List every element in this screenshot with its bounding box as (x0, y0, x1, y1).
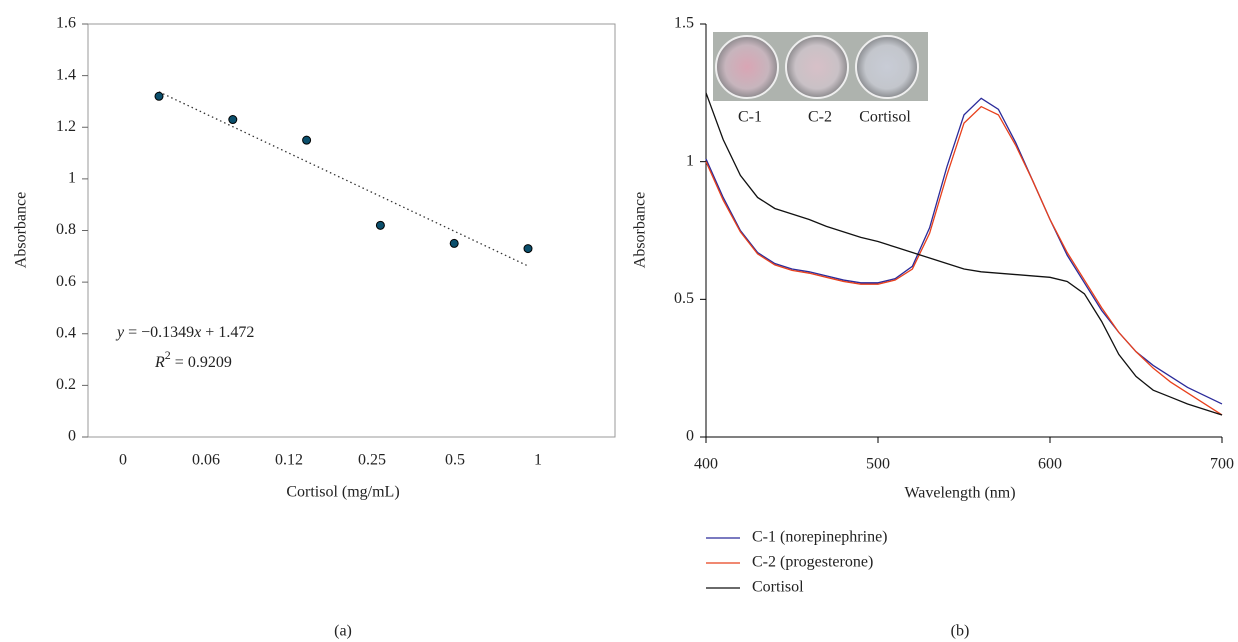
y-tick-label: 1.4 (56, 66, 76, 83)
data-point (523, 244, 533, 254)
x-tick-label: 1 (534, 452, 542, 469)
x-tick-label: 0.5 (445, 452, 465, 469)
y-tick-label: 1 (68, 170, 76, 187)
inset-label: C-2 (808, 109, 832, 126)
r-eq: = (171, 354, 188, 371)
data-point (302, 135, 312, 145)
series-line (705, 105, 1223, 416)
y-tick-label: 0 (68, 428, 76, 445)
y-tick-label: 0.6 (56, 273, 76, 290)
y-axis-title: Absorbance (632, 192, 649, 268)
r-power: 2 (165, 348, 171, 362)
data-point (154, 91, 164, 101)
x-axis-title: Cortisol (mg/mL) (286, 484, 399, 501)
x-tick-label: 0.25 (358, 452, 386, 469)
x-tick-label: 700 (1210, 456, 1234, 473)
y-tick-label: 0 (686, 428, 694, 445)
y-tick-label: 0.4 (56, 324, 76, 341)
x-axis-title: Wavelength (nm) (904, 485, 1015, 502)
y-tick-label: 1.5 (674, 15, 694, 32)
y-tick-label: 0.8 (56, 221, 76, 238)
equation-intercept: 1.472 (218, 324, 254, 341)
data-point (228, 115, 238, 125)
y-tick-label: 1 (686, 152, 694, 169)
x-tick-label: 500 (866, 456, 890, 473)
data-point (449, 238, 459, 248)
r-letter: R (154, 354, 165, 371)
inset-photo (713, 32, 928, 101)
x-tick-label: 400 (694, 456, 718, 473)
equation-eq: = (124, 324, 141, 341)
x-tick-label: 600 (1038, 456, 1062, 473)
r-squared: R2 = 0.9209 (154, 348, 232, 371)
y-tick-label: 1.2 (56, 118, 76, 135)
legend-label: Cortisol (752, 579, 804, 596)
equation-slope: −0.1349 (141, 324, 194, 341)
panel-label: (a) (334, 623, 352, 640)
legend-label: C-2 (progesterone) (752, 554, 873, 571)
inset-label: Cortisol (859, 109, 911, 126)
equation-x: x (193, 324, 201, 341)
inset-label: C-1 (738, 109, 762, 126)
legend-label: C-1 (norepinephrine) (752, 529, 888, 546)
x-tick-label: 0.06 (192, 452, 220, 469)
x-tick-label: 0 (119, 452, 127, 469)
plot-frame (87, 23, 616, 438)
trendline-equation: y = −0.1349x + 1.472 (115, 324, 254, 341)
y-tick-label: 1.6 (56, 15, 76, 32)
y-tick-label: 0.5 (674, 290, 694, 307)
series-line (705, 97, 1223, 405)
series-line (705, 92, 1223, 416)
panel-label: (b) (951, 623, 970, 640)
data-point (375, 220, 385, 230)
trendline (158, 91, 529, 267)
x-tick-label: 0.12 (275, 452, 303, 469)
r-value: 0.9209 (188, 354, 232, 371)
y-tick-label: 0.2 (56, 376, 76, 393)
y-axis-title: Absorbance (13, 192, 30, 268)
equation-y: y (115, 324, 125, 341)
equation-plus: + (201, 324, 218, 341)
